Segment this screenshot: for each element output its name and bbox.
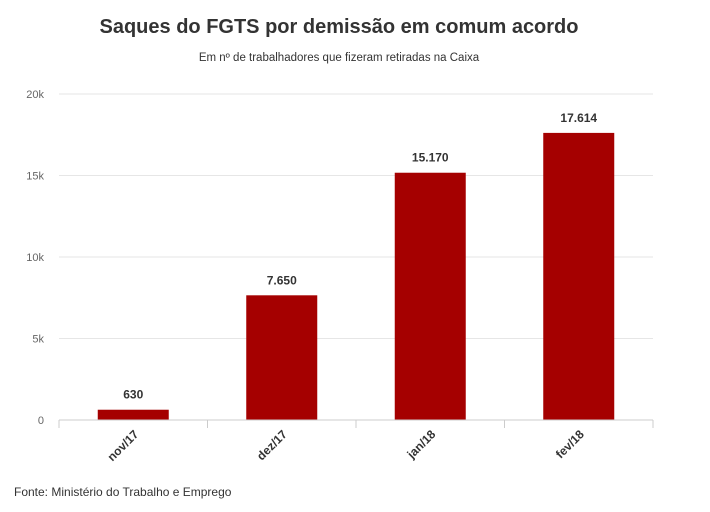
x-tick-label: jan/18 [404, 427, 439, 462]
y-tick-label: 5k [32, 334, 44, 346]
bar-value-label: 17.614 [560, 111, 597, 125]
y-tick-label: 10k [26, 252, 44, 264]
bar [97, 409, 169, 420]
bars [97, 132, 615, 421]
source-note: Fonte: Ministério do Trabalho e Emprego [14, 485, 232, 499]
bar [543, 132, 615, 421]
x-tick-label: fev/18 [553, 427, 587, 461]
chart-subtitle: Em nº de trabalhadores que fizeram retir… [198, 52, 480, 64]
bar-chart: 0 5k 10k 15k 20k 630 7.650 15.170 17.614 nov/17… [26, 89, 654, 464]
y-tick-label: 15k [26, 171, 44, 183]
chart-title: Saques do FGTS por demissão em comum aco… [99, 16, 579, 38]
x-tick-label: dez/17 [254, 427, 290, 463]
bar-value-label: 15.170 [412, 151, 449, 165]
y-tick-label: 20k [26, 89, 44, 101]
bar-value-label: 630 [123, 388, 143, 402]
y-tick-label: 0 [38, 415, 44, 427]
y-axis-ticks: 0 5k 10k 15k 20k [26, 89, 44, 427]
x-axis: nov/17 dez/17 jan/18 fev/18 [58, 419, 654, 464]
bar [246, 295, 318, 420]
bar-value-labels: 630 7.650 15.170 17.614 [123, 111, 597, 402]
bar-value-label: 7.650 [267, 273, 297, 287]
bar [394, 172, 466, 420]
x-tick-label: nov/17 [105, 427, 142, 464]
